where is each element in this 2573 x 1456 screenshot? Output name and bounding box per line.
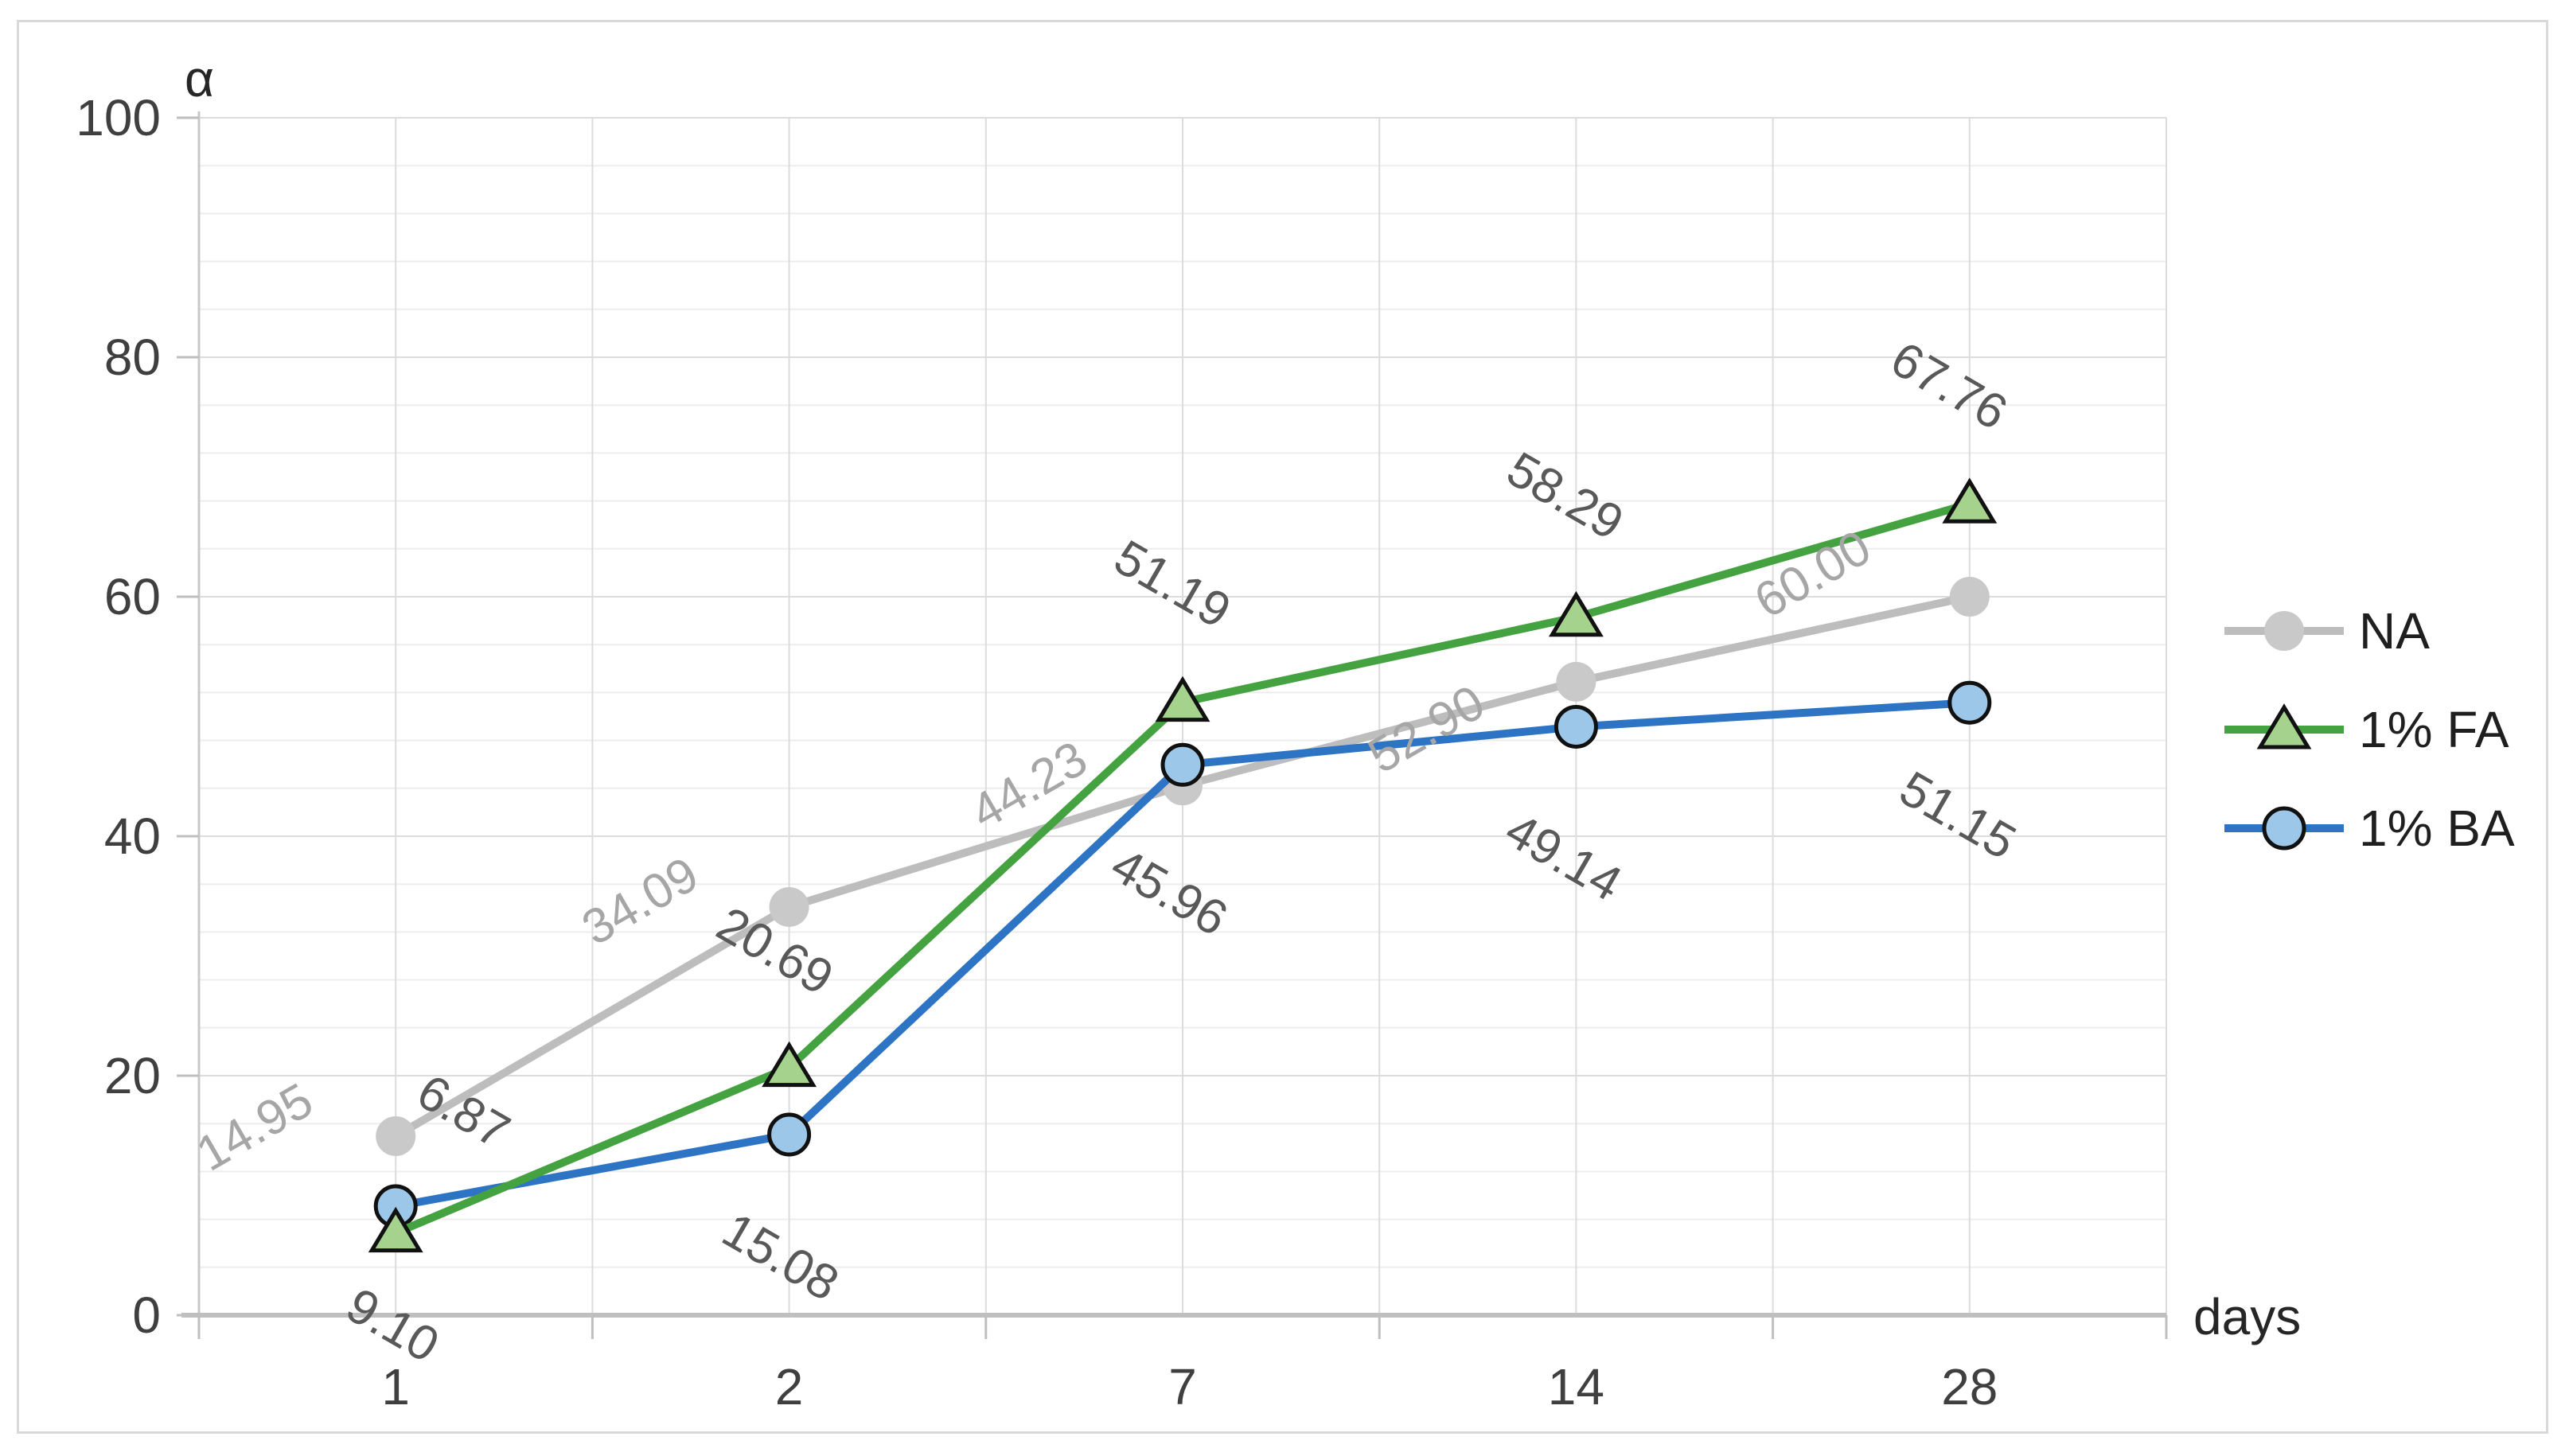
legend-swatch-ba <box>2224 806 2344 851</box>
series-marker-fa <box>762 1041 817 1088</box>
y-tick-label: 60 <box>104 568 161 625</box>
series-marker-fa <box>1548 590 1604 637</box>
series-marker-na <box>1949 577 1990 617</box>
data-label: 44.23 <box>962 731 1097 840</box>
data-label: 60.00 <box>1745 520 1880 629</box>
y-tick-label: 40 <box>104 808 161 865</box>
data-label: 14.95 <box>188 1073 322 1182</box>
y-tick-label: 100 <box>76 89 161 146</box>
data-label: 34.09 <box>573 847 708 956</box>
x-tick-label: 14 <box>1548 1358 1604 1415</box>
legend-marker-icon <box>2264 611 2304 651</box>
legend-item-na: NA <box>2220 601 2515 660</box>
series-marker-fa <box>1155 675 1210 722</box>
legend-item-ba: 1% BA <box>2220 799 2515 858</box>
legend: NA 1% FA 1% BA <box>2220 601 2515 897</box>
legend-label-na: NA <box>2359 602 2430 660</box>
legend-marker-icon <box>2262 806 2306 851</box>
series-marker-ba <box>767 1112 812 1157</box>
series-marker-fa <box>1942 477 1998 524</box>
x-axis-title: days <box>2193 1288 2302 1345</box>
data-label: 51.19 <box>1105 530 1240 639</box>
y-tick-label: 0 <box>132 1287 161 1344</box>
x-tick-label: 1 <box>381 1358 410 1415</box>
data-label: 49.14 <box>1496 803 1631 912</box>
legend-label-fa: 1% FA <box>2359 701 2509 758</box>
series-marker-na <box>1556 661 1596 702</box>
legend-marker-icon <box>2256 703 2312 749</box>
series-marker-ba <box>1554 704 1598 749</box>
y-axis-title: α <box>185 50 214 107</box>
series-marker-fa <box>368 1206 423 1253</box>
legend-item-fa: 1% FA <box>2220 700 2515 759</box>
x-tick-label: 7 <box>1168 1358 1197 1415</box>
legend-label-ba: 1% BA <box>2359 800 2515 857</box>
data-label: 67.76 <box>1881 332 2016 441</box>
series-marker-ba <box>1947 680 1992 725</box>
legend-swatch-fa <box>2224 703 2344 749</box>
legend-swatch-na <box>2224 611 2344 651</box>
series-marker-na <box>769 886 809 927</box>
x-tick-label: 2 <box>775 1358 804 1415</box>
data-label: 51.15 <box>1890 761 2025 870</box>
y-tick-label: 80 <box>104 329 161 386</box>
data-label: 45.96 <box>1102 838 1237 947</box>
data-label: 58.29 <box>1498 442 1632 551</box>
y-tick-label: 20 <box>104 1047 161 1104</box>
series-marker-ba <box>1160 742 1205 787</box>
series-marker-na <box>376 1116 416 1157</box>
x-tick-label: 28 <box>1941 1358 1998 1415</box>
